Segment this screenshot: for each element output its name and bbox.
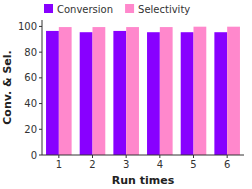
x-tick-label: 2: [89, 159, 95, 170]
x-tick: [126, 155, 127, 158]
x-tick: [227, 155, 228, 158]
bar: [147, 32, 160, 155]
y-tick: [39, 129, 42, 130]
bar: [227, 27, 240, 155]
x-tick: [159, 155, 160, 158]
legend-label: Conversion: [57, 4, 113, 15]
y-tick-label: 0: [31, 150, 37, 161]
y-tick: [39, 26, 42, 27]
bar: [160, 27, 173, 155]
x-tick-label: 3: [123, 159, 129, 170]
bar: [194, 27, 207, 155]
y-tick: [39, 103, 42, 104]
bar: [46, 31, 59, 155]
chart: 0 20 40 60 80 100 1 2 3 4 5 6 Run times Conv. & Sel. C…: [0, 0, 252, 189]
bar: [80, 32, 93, 155]
x-tick: [193, 155, 194, 158]
bar: [126, 27, 139, 155]
y-tick-label: 20: [24, 124, 37, 135]
x-tick: [92, 155, 93, 158]
bar: [93, 27, 106, 155]
y-tick: [39, 155, 42, 156]
bar: [214, 32, 227, 155]
legend-item: Conversion: [44, 4, 113, 15]
bar: [59, 27, 72, 155]
legend-item: Selectivity: [125, 4, 190, 15]
bar: [181, 32, 194, 155]
x-tick: [58, 155, 59, 158]
y-tick: [39, 77, 42, 78]
y-axis-line: [42, 20, 43, 155]
y-tick-label: 40: [24, 98, 37, 109]
y-tick-label: 80: [24, 47, 37, 58]
bar: [113, 31, 126, 155]
x-tick-label: 1: [56, 159, 62, 170]
legend-swatch: [125, 4, 134, 13]
x-tick-label: 6: [224, 159, 230, 170]
bars: [46, 27, 240, 155]
y-tick-label: 100: [18, 21, 37, 32]
legend-swatch: [44, 4, 53, 13]
legend: Conversion Selectivity: [44, 4, 190, 15]
chart-container: 0 20 40 60 80 100 1 2 3 4 5 6 Run times Conv. & Sel. C…: [0, 0, 252, 189]
y-axis-label: Conv. & Sel.: [1, 50, 14, 125]
x-tick-label: 5: [190, 159, 196, 170]
legend-label: Selectivity: [138, 4, 190, 15]
x-axis-line: [42, 155, 244, 156]
y-tick-label: 60: [24, 72, 37, 83]
x-axis-label: Run times: [112, 174, 175, 187]
y-tick: [39, 52, 42, 53]
x-tick-label: 4: [157, 159, 163, 170]
